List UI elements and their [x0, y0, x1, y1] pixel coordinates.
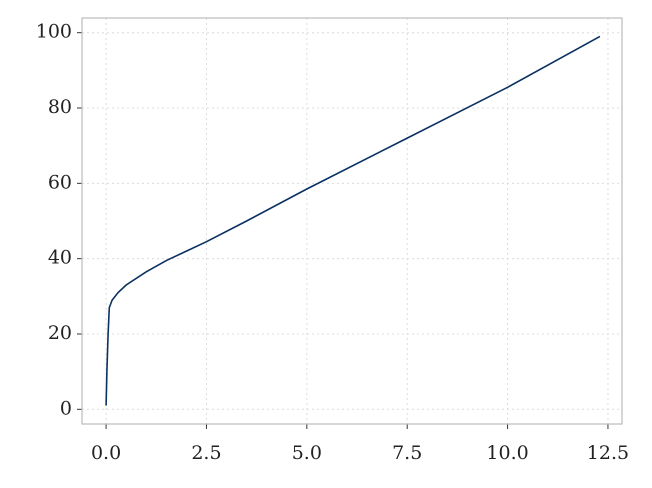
x-tick-label: 5.0 [292, 442, 322, 464]
y-tick-label: 60 [48, 171, 72, 193]
y-tick-label: 100 [36, 21, 72, 43]
x-tick-label: 0.0 [91, 442, 121, 464]
x-tick-label: 2.5 [191, 442, 221, 464]
axes-frame [81, 17, 623, 425]
x-tick-label: 12.5 [587, 442, 629, 464]
x-tick-label: 10.0 [486, 442, 528, 464]
y-tick-label: 0 [60, 397, 72, 419]
y-tick-label: 80 [48, 96, 72, 118]
x-tick-label: 7.5 [392, 442, 422, 464]
y-tick-label: 40 [48, 247, 72, 269]
y-tick-label: 20 [48, 322, 72, 344]
line-series [105, 35, 601, 406]
